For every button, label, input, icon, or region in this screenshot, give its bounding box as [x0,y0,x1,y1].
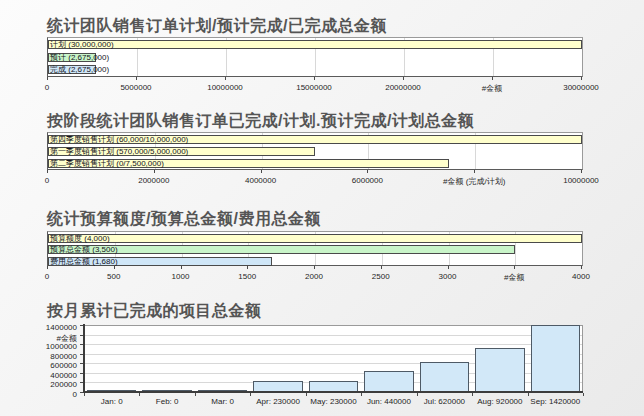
axis-tick [474,170,475,173]
y-axis-label: 600000 [0,361,77,370]
y-axis-label: 1400000 [0,323,77,332]
axis-tick-label: 10000000 [563,176,599,185]
column-label: Jan: 0 [101,397,123,406]
gridline [85,344,582,345]
bar-1 [48,245,515,254]
axis-tick-label: #金额 (完成/计划) [443,176,505,187]
chart-title: 按月累计已完成的项目总金额 [47,301,262,322]
axis-tick [47,266,48,269]
y-axis-label: 400000 [0,371,77,380]
axis-tick-label: 0 [45,176,49,185]
bar-label: 第四季度销售计划 (60,000/10,000,000) [50,136,188,144]
x-axis-tick [84,393,85,396]
axis-tick-label: #金额 [504,272,524,283]
column-label: May: 230000 [310,397,356,406]
chart-title: 按阶段统计团队销售订单已完成/计划.预计完成/计划总金额 [47,111,474,132]
y-axis-label: #金额 [0,333,77,344]
x-axis-tick [583,393,584,396]
axis-tick [581,170,582,173]
y-axis-label: 0 [0,390,77,399]
y-axis-line [83,324,85,393]
chart-title: 统计团队销售订单计划/预计完成/已完成总金额 [47,16,387,37]
axis-tick [314,77,315,80]
x-axis-tick [472,393,473,396]
axis-tick [381,266,382,269]
column-label: Apr: 230000 [256,397,300,406]
axis-tick-label: #金额 [482,83,502,94]
column-label: Sep: 1420000 [530,397,580,406]
axis-tick [514,266,515,269]
y-axis-label: 200000 [0,380,77,389]
bar-0 [48,234,582,243]
column-bar-8 [531,325,580,392]
column-label: Jun: 440000 [367,397,411,406]
axis-tick-label: 10000000 [207,83,243,92]
axis-tick [581,77,582,80]
column-bar-6 [420,362,469,392]
axis-tick-label: 15000000 [296,83,332,92]
axis-tick-label: 20000000 [385,83,421,92]
report-dashboard: 统计团队销售订单计划/预计完成/已完成总金额计划 (30,000,000) 预计 … [0,0,644,416]
axis-tick-label: 1500 [238,272,256,281]
column-label: Jul: 620000 [424,397,465,406]
x-axis-tick [361,393,362,396]
axis-tick-label: 6000000 [352,176,383,185]
axis-tick-label: 4000 [572,272,590,281]
x-axis-tick [417,393,418,396]
axis-tick [114,266,115,269]
axis-tick-label: 500 [107,272,120,281]
axis-tick-label: 0 [45,272,49,281]
axis-tick-label: 30000000 [563,83,599,92]
bar-label: 第一季度销售计划 (570,000/5,000,000) [50,148,188,156]
axis-tick [314,266,315,269]
axis-tick [47,170,48,173]
axis-tick [581,266,582,269]
x-axis-tick [528,393,529,396]
column-bar-5 [364,371,413,392]
axis-tick [136,77,137,80]
chart-title: 统计预算额度/预算总金额/费用总金额 [47,209,321,230]
gridline [85,335,582,336]
bar-label: 费用总金额 (1,680) [50,258,118,266]
plot-area: 预算额度 (4,000) 预算总金额 (3,500) 费用总金额 (1,680) [47,231,583,266]
bar-label: 预计 (2,675,000) [50,54,109,62]
axis-tick [403,77,404,80]
bar-label: 计划 (30,000,000) [50,41,114,49]
x-axis-tick [306,393,307,396]
column-label: Feb: 0 [156,397,179,406]
axis-tick [181,266,182,269]
plot-area: 计划 (30,000,000) 预计 (2,675,000) 完成 (2,675,0… [47,37,583,77]
axis-tick [225,77,226,80]
axis-tick-label: 2500 [372,272,390,281]
axis-tick [247,266,248,269]
axis-tick-label: 2000000 [138,176,169,185]
plot-area: 第四季度销售计划 (60,000/10,000,000) 第一季度销售计划 (57… [47,132,583,170]
axis-tick-label: 4000000 [245,176,276,185]
axis-tick-label: 5000000 [120,83,151,92]
column-label: Aug: 920000 [477,397,522,406]
x-axis-tick [139,393,140,396]
axis-tick [154,170,155,173]
column-bar-7 [475,348,524,392]
x-axis-line [83,391,583,393]
bar-label: 预算额度 (4,000) [50,235,110,243]
axis-tick [448,266,449,269]
axis-tick [261,170,262,173]
axis-tick-label: 2000 [305,272,323,281]
bar-0 [48,40,582,49]
column-label: Mar: 0 [211,397,234,406]
axis-tick [47,77,48,80]
axis-tick-label: 0 [45,83,49,92]
axis-tick [367,170,368,173]
x-axis-tick [250,393,251,396]
x-axis-tick [195,393,196,396]
y-axis-label: 800000 [0,352,77,361]
bar-label: 第二季度销售计划 (0/7,500,000) [50,160,164,168]
bar-label: 预算总金额 (3,500) [50,246,118,254]
axis-tick-label: 3000 [439,272,457,281]
bar-label: 完成 (2,675,000) [50,66,109,74]
axis-tick-label: 1000 [172,272,190,281]
axis-tick [492,77,493,80]
